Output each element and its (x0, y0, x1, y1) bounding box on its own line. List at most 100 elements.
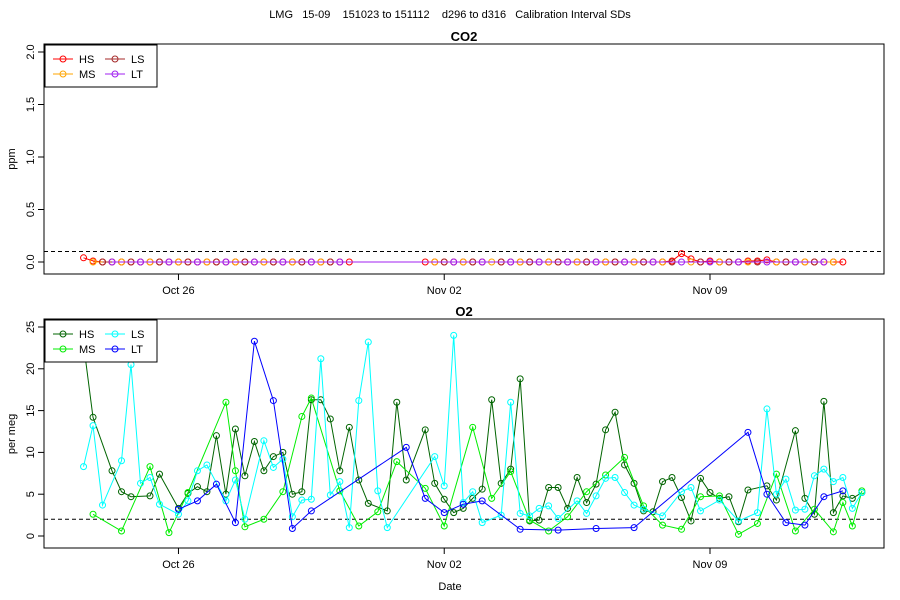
o2-ms-point (545, 527, 553, 535)
o2-hs-point (364, 499, 372, 507)
o2-ls-point (80, 463, 88, 471)
o2-hs-point (440, 495, 448, 503)
o2-ls-point (763, 405, 771, 413)
o2-ms-point (355, 522, 363, 530)
o2-ls-point (336, 478, 344, 486)
o2-hs-point (298, 488, 306, 496)
o2-hs-point (696, 474, 704, 482)
co2-lt-point (136, 258, 144, 266)
co2-hs-point (763, 256, 771, 264)
o2-ms-point (118, 527, 126, 535)
o2-ls-point (678, 488, 686, 496)
o2-ls-point (820, 465, 828, 473)
o2-ms-point (715, 492, 723, 500)
co2-lt-point (450, 258, 458, 266)
o2-ms-point (165, 529, 173, 537)
co2-lt-point (165, 258, 173, 266)
o2-hs-point (355, 476, 363, 484)
o2-ls-point (450, 331, 458, 339)
o2-hs-point (127, 493, 135, 501)
o2-hs-point (744, 486, 752, 494)
o2-ms-point (469, 423, 477, 431)
o2-ls-point (640, 505, 648, 513)
o2-ls-point (478, 519, 486, 527)
o2-ms-point (839, 499, 847, 507)
o2-hs-point (592, 480, 600, 488)
o2-legend-marker (59, 330, 67, 338)
o2-ls-point (374, 487, 382, 495)
co2-legend-label: MS (79, 69, 96, 81)
o2-ms-series-line (92, 396, 863, 535)
o2-hs-point (212, 432, 220, 440)
o2-hs-point (431, 479, 439, 487)
o2-ms-point (829, 528, 837, 536)
o2-ls-point (630, 501, 638, 509)
o2-ls-point (184, 497, 192, 505)
o2-lt-point (250, 337, 258, 345)
o2-hs-point (611, 408, 619, 416)
o2-ls-point (753, 509, 761, 517)
co2-lt-point (678, 258, 686, 266)
o2-lt-point (744, 428, 752, 436)
co2-lt-point (193, 258, 201, 266)
o2-hs-point (288, 490, 296, 498)
o2-lt-point (782, 519, 790, 527)
o2-lt-point (516, 525, 524, 533)
o2-hs-point (545, 484, 553, 492)
o2-hs-point (118, 488, 126, 496)
o2-plot-frame (43, 318, 885, 549)
o2-lt-point (212, 480, 220, 488)
o2-ls-point (231, 476, 239, 484)
co2-lt-point (706, 258, 714, 266)
o2-hs-point (791, 427, 799, 435)
o2-ls-point (269, 463, 277, 471)
co2-legend-label: LS (131, 54, 144, 66)
o2-ls-point (791, 506, 799, 514)
o2-ms-point (848, 522, 856, 530)
o2-hs-series-line (83, 343, 863, 524)
o2-hs-point (488, 396, 496, 404)
o2-ls-point (573, 497, 581, 505)
co2-lt-point (222, 258, 230, 266)
o2-ls-point (659, 512, 667, 520)
o2-hs-point (89, 413, 97, 421)
co2-lt-point (734, 258, 742, 266)
co2-legend-marker (111, 55, 119, 63)
o2-hs-point (383, 507, 391, 515)
co2-lt-point (763, 258, 771, 266)
o2-ms-point (374, 508, 382, 516)
co2-lt-point (791, 258, 799, 266)
o2-hs-point (279, 448, 287, 456)
o2-hs-point (564, 504, 572, 512)
o2-lt-point (459, 500, 467, 508)
o2-ls-point (288, 513, 296, 521)
o2-hs-point (535, 516, 543, 524)
o2-ms-point (393, 458, 401, 466)
o2-hs-point (326, 415, 334, 423)
o2-hs-point (345, 423, 353, 431)
co2-hs-series-line (83, 253, 843, 263)
o2-hs-point (478, 485, 486, 493)
co2-lt-point (478, 258, 486, 266)
o2-ls-point (99, 501, 107, 509)
o2-ls-point (858, 489, 866, 497)
o2-ls-point (497, 511, 505, 519)
o2-hs-point (203, 488, 211, 496)
o2-ls-point (203, 461, 211, 469)
o2-ls-point (839, 473, 847, 481)
o2-ls-point (440, 482, 448, 490)
o2-legend-box (44, 319, 158, 363)
co2-lt-point (336, 258, 344, 266)
o2-ls-point (734, 517, 742, 525)
o2-ls-point (526, 512, 534, 520)
o2-ms-point (564, 513, 572, 521)
co2-x-tick-label: Nov 09 (693, 285, 728, 297)
o2-lt-point (440, 509, 448, 517)
o2-lt-point (307, 507, 315, 515)
o2-lt-point (402, 443, 410, 451)
o2-ls-point (848, 504, 856, 512)
co2-lt-point (649, 258, 657, 266)
o2-lt-point (193, 497, 201, 505)
o2-ls-point (298, 496, 306, 504)
o2-hs-point (659, 478, 667, 486)
